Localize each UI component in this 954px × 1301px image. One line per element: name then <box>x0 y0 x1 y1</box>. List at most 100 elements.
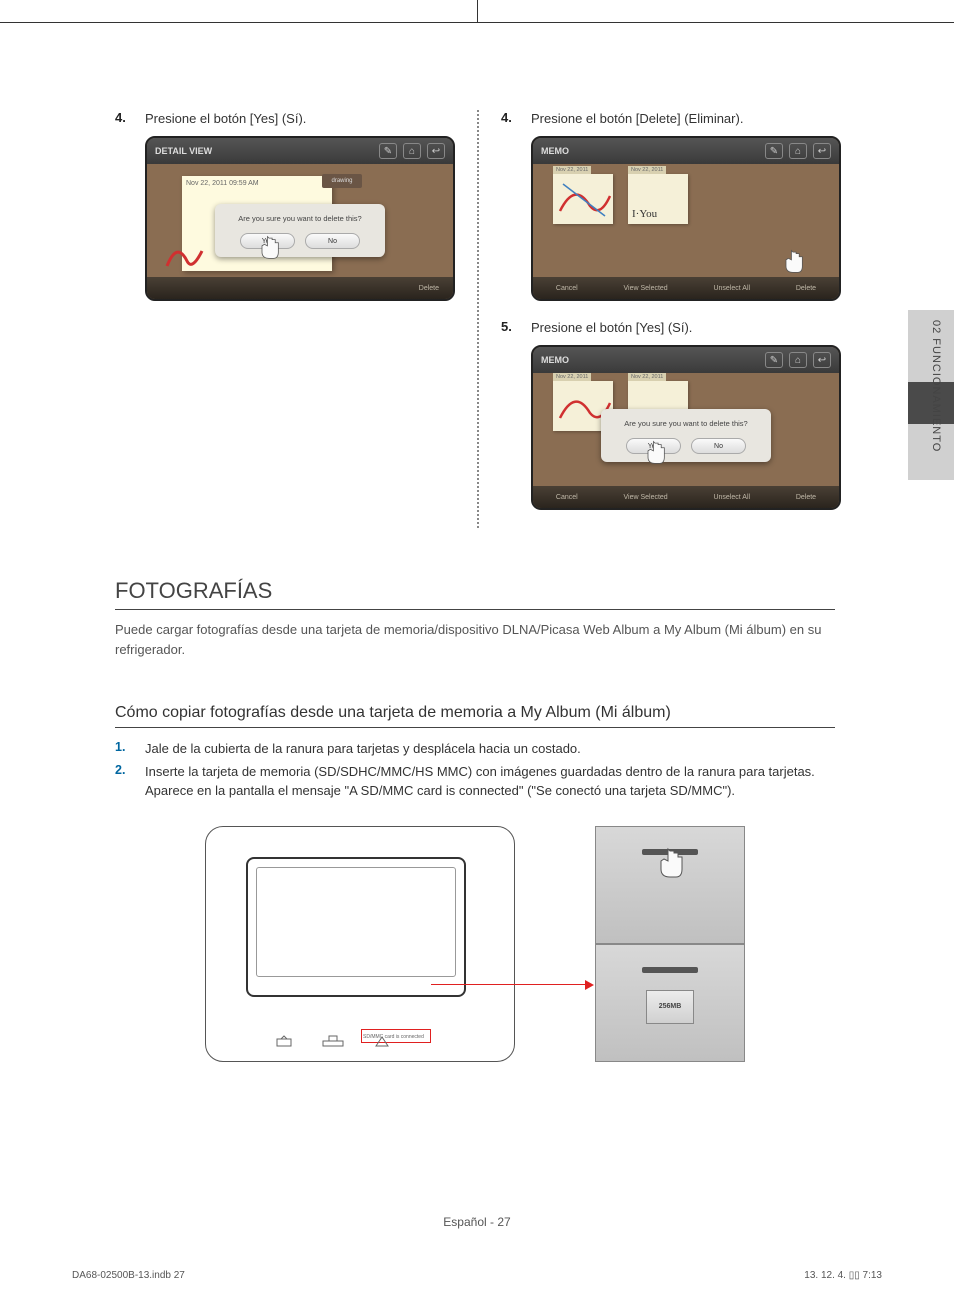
arrow-head-icon <box>585 980 594 990</box>
memo-thumb-1[interactable]: Nov 22, 2011 <box>553 174 613 224</box>
fotografias-desc: Puede cargar fotografías desde una tarje… <box>115 620 835 659</box>
list-text: Jale de la cubierta de la ranura para ta… <box>145 740 581 759</box>
step-number: 5. <box>501 319 517 337</box>
list-text: Inserte la tarjeta de memoria (SD/SDHC/M… <box>145 763 815 801</box>
memo-date: Nov 22, 2011 <box>553 373 591 381</box>
back-icon[interactable]: ↩ <box>813 143 831 159</box>
print-footer-left: DA68-02500B-13.indb 27 <box>72 1270 185 1281</box>
unselect-all-button[interactable]: Unselect All <box>713 285 750 292</box>
home-icon[interactable]: ⌂ <box>789 352 807 368</box>
copy-heading: Cómo copiar fotografías desde una tarjet… <box>115 704 835 728</box>
list-item-2: 2. Inserte la tarjeta de memoria (SD/SDH… <box>115 763 835 801</box>
back-icon[interactable]: ↩ <box>813 352 831 368</box>
screen-body: Nov 22, 2011 09:59 AM drawing Are you su… <box>147 164 453 279</box>
print-footer: DA68-02500B-13.indb 27 13. 12. 4. ▯▯ 7:1… <box>72 1270 882 1281</box>
memo-date: Nov 22, 2011 <box>628 166 666 174</box>
delete-button[interactable]: Delete <box>419 285 439 292</box>
card-slot <box>642 967 698 973</box>
memo-thumb-2[interactable]: Nov 22, 2011 I·You <box>628 174 688 224</box>
screen-body: Nov 22, 2011 Nov 22, 2011 I·You <box>533 164 839 279</box>
fridge-btn-icon <box>276 1035 292 1047</box>
detail-view-screenshot: DETAIL VIEW ✎ ⌂ ↩ Nov 22, 2011 09:59 AM … <box>145 136 455 301</box>
right-column: 4. Presione el botón [Delete] (Eliminar)… <box>501 110 841 528</box>
screen-title: MEMO <box>541 146 759 156</box>
fridge-display-inner <box>256 867 456 977</box>
step-text: Presione el botón [Delete] (Eliminar). <box>531 110 743 128</box>
edit-icon[interactable]: ✎ <box>765 143 783 159</box>
cancel-button[interactable]: Cancel <box>556 285 578 292</box>
note-timestamp: Nov 22, 2011 09:59 AM <box>186 180 259 187</box>
screen-header: DETAIL VIEW ✎ ⌂ ↩ <box>147 138 453 164</box>
delete-button[interactable]: Delete <box>796 494 816 501</box>
manual-page: 02 FUNCIONAMIENTO 4. Presione el botón [… <box>0 0 954 1301</box>
screen-footer: Cancel View Selected Unselect All Delete <box>533 486 839 508</box>
side-tab-label: 02 FUNCIONAMIENTO <box>930 320 942 452</box>
screen-header: MEMO ✎ ⌂ ↩ <box>533 138 839 164</box>
cancel-button[interactable]: Cancel <box>556 494 578 501</box>
screen-header: MEMO ✎ ⌂ ↩ <box>533 347 839 373</box>
fotografias-heading: FOTOGRAFÍAS <box>115 578 835 610</box>
memo-date: Nov 22, 2011 <box>553 166 591 174</box>
slot-panel-top <box>595 826 745 944</box>
screen-body: Nov 22, 2011 Nov 22, 2011 Are you sure y… <box>533 373 839 488</box>
left-column: 4. Presione el botón [Yes] (Sí). DETAIL … <box>115 110 455 528</box>
list-number: 1. <box>115 740 129 759</box>
step-text: Presione el botón [Yes] (Sí). <box>145 110 306 128</box>
step-4-left: 4. Presione el botón [Yes] (Sí). <box>115 110 455 128</box>
print-footer-right: 13. 12. 4. ▯▯ 7:13 <box>804 1270 882 1281</box>
edit-icon[interactable]: ✎ <box>379 143 397 159</box>
steps-two-column: 4. Presione el botón [Yes] (Sí). DETAIL … <box>115 110 835 528</box>
unselect-all-button[interactable]: Unselect All <box>713 494 750 501</box>
fridge-buttons <box>276 1035 390 1047</box>
memo-scribble: I·You <box>632 208 657 220</box>
step-number: 4. <box>115 110 131 128</box>
memo-screenshot-2: MEMO ✎ ⌂ ↩ Nov 22, 2011 Nov 22, 2011 <box>531 345 841 510</box>
fridge-btn-icon <box>322 1035 344 1047</box>
view-selected-button[interactable]: View Selected <box>623 285 667 292</box>
doodle-icon <box>162 236 212 276</box>
screen-footer: Cancel View Selected Unselect All Delete <box>533 277 839 299</box>
fridge-outline: SD/MMC card is connected <box>205 826 515 1062</box>
confirm-dialog: Are you sure you want to delete this? Ye… <box>601 409 771 462</box>
hand-pointer-icon <box>639 440 671 468</box>
step-text: Presione el botón [Yes] (Sí). <box>531 319 692 337</box>
step-5-right: 5. Presione el botón [Yes] (Sí). <box>501 319 841 337</box>
view-selected-button[interactable]: View Selected <box>623 494 667 501</box>
crop-marks <box>0 0 954 30</box>
memo-date: Nov 22, 2011 <box>628 373 666 381</box>
page-content: 4. Presione el botón [Yes] (Sí). DETAIL … <box>115 110 835 1066</box>
item2-line1: Inserte la tarjeta de memoria (SD/SDHC/M… <box>145 764 815 779</box>
arrow-line <box>431 984 591 986</box>
edit-icon[interactable]: ✎ <box>765 352 783 368</box>
back-icon[interactable]: ↩ <box>427 143 445 159</box>
no-button[interactable]: No <box>305 233 360 249</box>
hand-pointer-icon <box>253 235 285 263</box>
no-button[interactable]: No <box>691 438 746 454</box>
hand-pointer-icon <box>650 847 690 883</box>
delete-button[interactable]: Delete <box>796 285 816 292</box>
home-icon[interactable]: ⌂ <box>403 143 421 159</box>
item2-line2: Aparece en la pantalla el mensaje "A SD/… <box>145 783 735 798</box>
fridge-btn-icon <box>374 1035 390 1047</box>
screen-footer: Delete <box>147 277 453 299</box>
home-icon[interactable]: ⌂ <box>789 143 807 159</box>
doodle-icon <box>555 176 615 226</box>
list-number: 2. <box>115 763 129 801</box>
sd-card-label: 256MB <box>659 1003 682 1010</box>
list-item-1: 1. Jale de la cubierta de la ranura para… <box>115 740 835 759</box>
dialog-buttons: Yes No <box>223 233 377 249</box>
step-number: 4. <box>501 110 517 128</box>
memo-screenshot-1: MEMO ✎ ⌂ ↩ Nov 22, 2011 Nov 22, 2011 I·Y… <box>531 136 841 301</box>
note-tab: drawing <box>322 174 362 188</box>
column-divider <box>477 110 479 528</box>
slot-closeup: 256MB <box>595 826 745 1062</box>
sd-card-icon: 256MB <box>646 990 694 1024</box>
fridge-display <box>246 857 466 997</box>
slot-panel-bottom: 256MB <box>595 944 745 1062</box>
page-number: Español - 27 <box>0 1215 954 1229</box>
dialog-message: Are you sure you want to delete this? <box>223 214 377 223</box>
step-4-right: 4. Presione el botón [Delete] (Eliminar)… <box>501 110 841 128</box>
screen-title: MEMO <box>541 355 759 365</box>
hand-pointer-icon <box>777 249 809 277</box>
confirm-dialog: Are you sure you want to delete this? Ye… <box>215 204 385 257</box>
